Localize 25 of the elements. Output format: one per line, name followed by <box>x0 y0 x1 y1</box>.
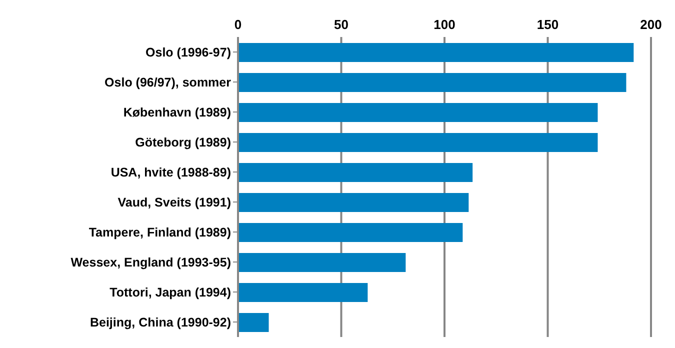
bar <box>238 133 598 152</box>
y-tick-label: Oslo (1996-97) <box>146 45 231 60</box>
bar <box>238 193 469 212</box>
bar <box>238 43 634 62</box>
y-tick-label: Wessex, England (1993-95) <box>70 255 231 270</box>
y-tick-label: Vaud, Sveits (1991) <box>118 195 231 210</box>
y-tick-label: Tampere, Finland (1989) <box>88 225 231 240</box>
bar <box>238 313 269 332</box>
bar <box>238 163 473 182</box>
bar <box>238 103 598 122</box>
x-tick-label: 200 <box>640 17 662 32</box>
x-tick-label: 100 <box>434 17 456 32</box>
bar <box>238 253 406 272</box>
y-tick-label: Tottori, Japan (1994) <box>110 285 231 300</box>
bar <box>238 73 626 92</box>
y-tick-label: Beijing, China (1990-92) <box>90 315 231 330</box>
bar <box>238 283 368 302</box>
bar <box>238 223 463 242</box>
y-tick-label: Göteborg (1989) <box>135 135 231 150</box>
y-tick-label: Oslo (96/97), sommer <box>104 75 232 90</box>
x-tick-label: 50 <box>334 17 348 32</box>
x-tick-label: 150 <box>536 17 559 32</box>
x-tick-label: 0 <box>234 17 242 32</box>
y-tick-label: USA, hvite (1988-89) <box>110 165 231 180</box>
y-tick-label: København (1989) <box>123 105 231 120</box>
